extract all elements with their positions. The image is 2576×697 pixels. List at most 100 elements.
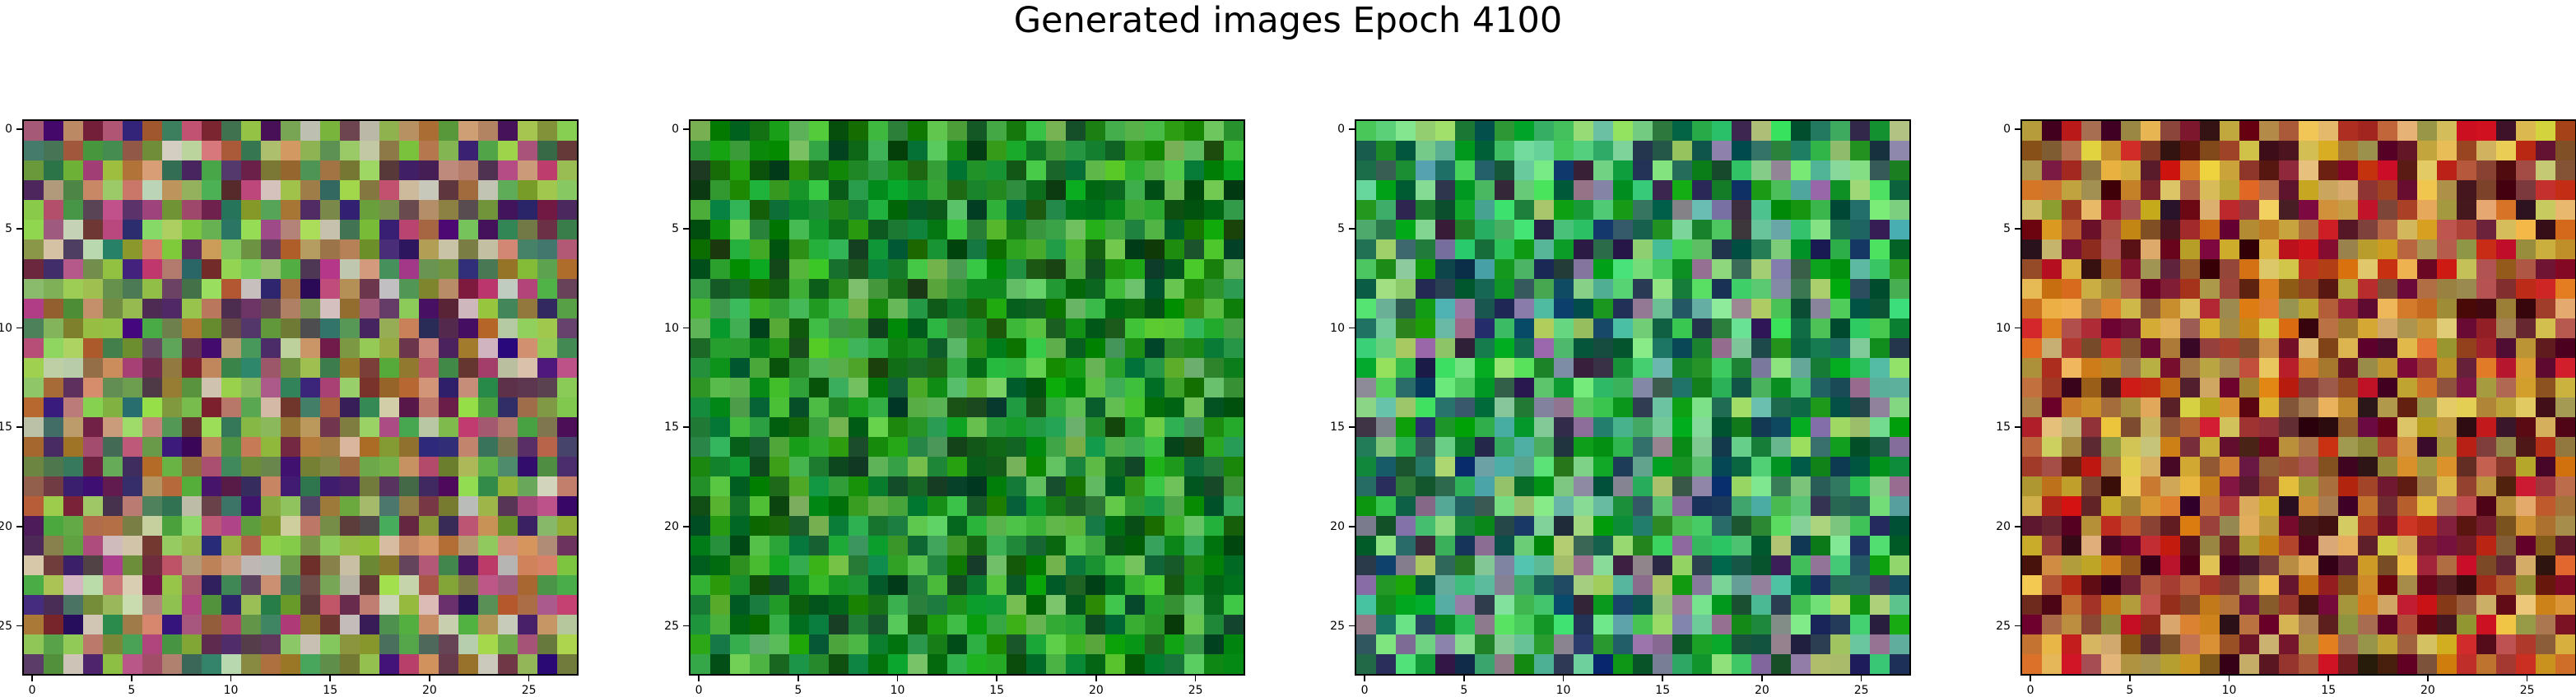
- x-tick-label: 5: [128, 684, 136, 697]
- y-tick-label: 10: [0, 321, 12, 335]
- y-tick-mark: [683, 327, 689, 329]
- y-tick-mark: [683, 625, 689, 627]
- y-tick-mark: [683, 426, 689, 428]
- generated-image-1: [22, 119, 579, 676]
- y-tick-label: 0: [5, 123, 12, 137]
- x-tick-label: 0: [2026, 684, 2034, 697]
- y-tick-mark: [2015, 128, 2020, 130]
- y-tick-mark: [2015, 625, 2020, 627]
- generated-image-pixels: [690, 121, 1244, 674]
- y-tick-mark: [16, 128, 22, 130]
- x-tick-mark: [131, 676, 133, 681]
- x-tick-mark: [528, 676, 530, 681]
- y-tick-mark: [683, 128, 689, 130]
- x-tick-label: 25: [1853, 684, 1869, 697]
- x-tick-label: 10: [1555, 684, 1571, 697]
- x-tick-mark: [2526, 676, 2528, 681]
- y-tick-mark: [1349, 327, 1355, 329]
- y-tick-label: 20: [664, 519, 679, 533]
- y-tick-mark: [16, 327, 22, 329]
- x-tick-mark: [1364, 676, 1365, 681]
- x-tick-label: 20: [1089, 684, 1104, 697]
- figure-title: Generated images Epoch 4100: [1013, 0, 1563, 41]
- x-tick-mark: [2228, 676, 2230, 681]
- x-tick-mark: [2327, 676, 2329, 681]
- x-tick-label: 20: [1755, 684, 1769, 697]
- x-tick-label: 5: [1460, 684, 1468, 697]
- y-tick-mark: [16, 526, 22, 527]
- x-tick-label: 0: [695, 684, 703, 697]
- x-tick-mark: [896, 676, 899, 681]
- x-tick-mark: [31, 676, 33, 681]
- x-tick-label: 10: [890, 684, 905, 697]
- x-tick-mark: [230, 676, 232, 681]
- x-tick-mark: [2129, 676, 2131, 681]
- y-tick-label: 25: [0, 619, 12, 633]
- y-tick-label: 10: [1996, 321, 2011, 335]
- x-tick-label: 15: [1655, 684, 1671, 697]
- x-tick-label: 20: [422, 684, 437, 697]
- x-tick-mark: [996, 676, 997, 681]
- x-tick-label: 25: [2519, 684, 2535, 697]
- generated-image-2: [689, 119, 1245, 676]
- y-tick-label: 25: [664, 619, 679, 633]
- y-tick-mark: [2015, 426, 2020, 428]
- generated-image-3: [1355, 119, 1911, 676]
- generated-image-4: [2020, 119, 2576, 676]
- x-tick-mark: [1095, 676, 1097, 681]
- x-tick-mark: [1860, 676, 1862, 681]
- y-tick-label: 25: [1330, 619, 1345, 633]
- x-tick-label: 15: [2321, 684, 2337, 697]
- x-tick-mark: [1194, 676, 1197, 681]
- x-tick-mark: [2030, 676, 2031, 681]
- x-tick-label: 5: [2126, 684, 2134, 697]
- y-tick-label: 15: [0, 421, 12, 434]
- y-tick-mark: [1349, 526, 1355, 527]
- y-tick-mark: [683, 526, 689, 527]
- y-tick-mark: [2015, 526, 2020, 527]
- y-tick-label: 15: [1330, 421, 1345, 434]
- y-tick-label: 5: [1337, 221, 1345, 235]
- y-tick-mark: [1349, 625, 1355, 627]
- y-tick-label: 20: [1330, 519, 1345, 533]
- x-tick-label: 10: [2221, 684, 2237, 697]
- x-tick-label: 20: [2420, 684, 2435, 697]
- y-tick-label: 5: [672, 221, 679, 235]
- x-tick-mark: [2427, 676, 2429, 681]
- y-tick-label: 0: [2003, 123, 2011, 137]
- x-tick-mark: [1662, 676, 1663, 681]
- x-tick-mark: [429, 676, 430, 681]
- y-tick-label: 15: [1996, 421, 2011, 434]
- y-tick-mark: [16, 426, 22, 428]
- y-tick-mark: [2015, 327, 2020, 329]
- y-tick-label: 0: [672, 123, 679, 137]
- y-tick-mark: [2015, 228, 2020, 230]
- x-tick-mark: [1463, 676, 1465, 681]
- y-tick-label: 10: [1330, 321, 1345, 335]
- y-tick-label: 0: [1337, 123, 1345, 137]
- y-tick-label: 15: [664, 421, 679, 434]
- x-tick-mark: [1562, 676, 1565, 681]
- y-tick-label: 20: [1996, 519, 2011, 533]
- x-tick-label: 0: [1360, 684, 1369, 697]
- x-tick-mark: [1761, 676, 1763, 681]
- x-tick-mark: [698, 676, 700, 681]
- y-tick-mark: [1349, 128, 1355, 130]
- x-tick-mark: [797, 676, 799, 681]
- x-tick-label: 10: [223, 684, 239, 697]
- x-tick-label: 5: [794, 684, 802, 697]
- x-tick-label: 0: [28, 684, 36, 697]
- y-tick-label: 20: [0, 519, 12, 533]
- x-tick-label: 25: [1188, 684, 1203, 697]
- y-tick-mark: [1349, 228, 1355, 230]
- y-tick-label: 25: [1996, 619, 2011, 633]
- generated-image-pixels: [24, 121, 577, 674]
- y-tick-label: 5: [5, 221, 12, 235]
- y-tick-mark: [16, 228, 22, 230]
- x-tick-label: 15: [323, 684, 338, 697]
- y-tick-mark: [16, 625, 22, 627]
- y-tick-mark: [1349, 426, 1355, 428]
- x-tick-label: 25: [521, 684, 537, 697]
- y-tick-label: 5: [2003, 221, 2011, 235]
- y-tick-mark: [683, 228, 689, 230]
